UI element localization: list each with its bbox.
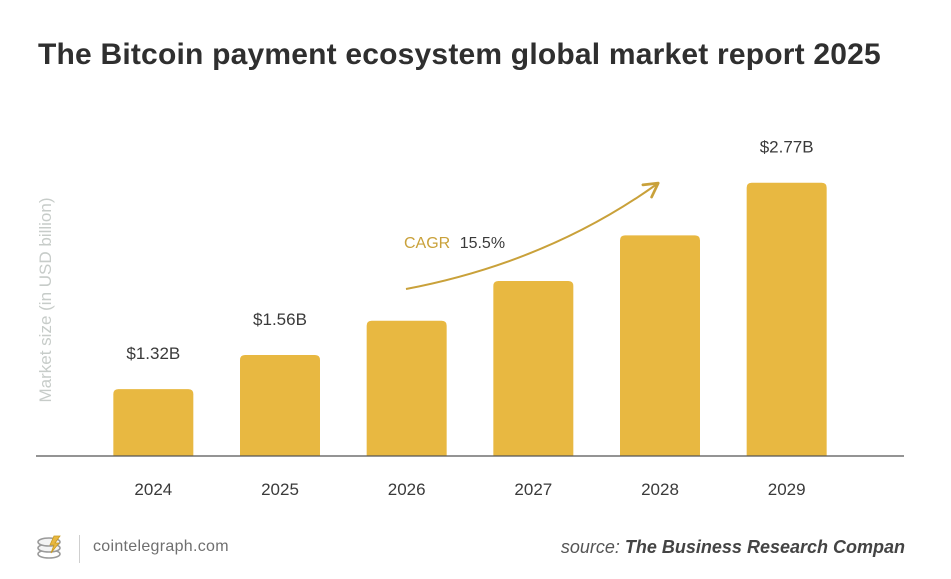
x-tick-label-2029: 2029 [768, 480, 806, 499]
cagr-value: 15.5% [460, 235, 505, 252]
bar-2029 [746, 182, 827, 457]
cagr-arrow [405, 181, 660, 290]
data-label-2024: $1.32B [126, 344, 180, 363]
y-axis-label: Market size (in USD billion) [36, 198, 55, 403]
data-label-2029: $2.77B [760, 138, 814, 157]
cagr-annotation: CAGR 15.5% [404, 235, 505, 252]
cagr-label: CAGR [404, 235, 450, 252]
bar-2028 [620, 235, 700, 456]
cointelegraph-logo-icon [37, 535, 61, 559]
value-labels-group: $1.32B $1.56B $2.77B [126, 138, 813, 363]
data-label-2025: $1.56B [253, 310, 307, 329]
bar-2027 [493, 280, 574, 456]
bar-2026 [366, 320, 447, 456]
source-credit: source: The Business Research Compan [561, 537, 905, 558]
x-tick-label-2024: 2024 [134, 480, 172, 499]
x-tick-label-2026: 2026 [388, 480, 426, 499]
x-tick-label-2028: 2028 [641, 480, 679, 499]
brand-link[interactable]: cointelegraph.com [93, 538, 229, 555]
footer-divider [79, 535, 80, 563]
bar-2025 [240, 354, 320, 456]
x-ticks-group: 2024 2025 2026 2027 2028 2029 [134, 480, 805, 499]
bars-group [113, 182, 827, 457]
x-tick-label-2025: 2025 [261, 480, 299, 499]
x-tick-label-2027: 2027 [514, 480, 552, 499]
bar-2024 [113, 389, 194, 456]
source-name: The Business Research Compan [624, 537, 905, 557]
source-prefix: source: [560, 537, 620, 557]
chart-title: The Bitcoin payment ecosystem global mar… [38, 38, 881, 71]
